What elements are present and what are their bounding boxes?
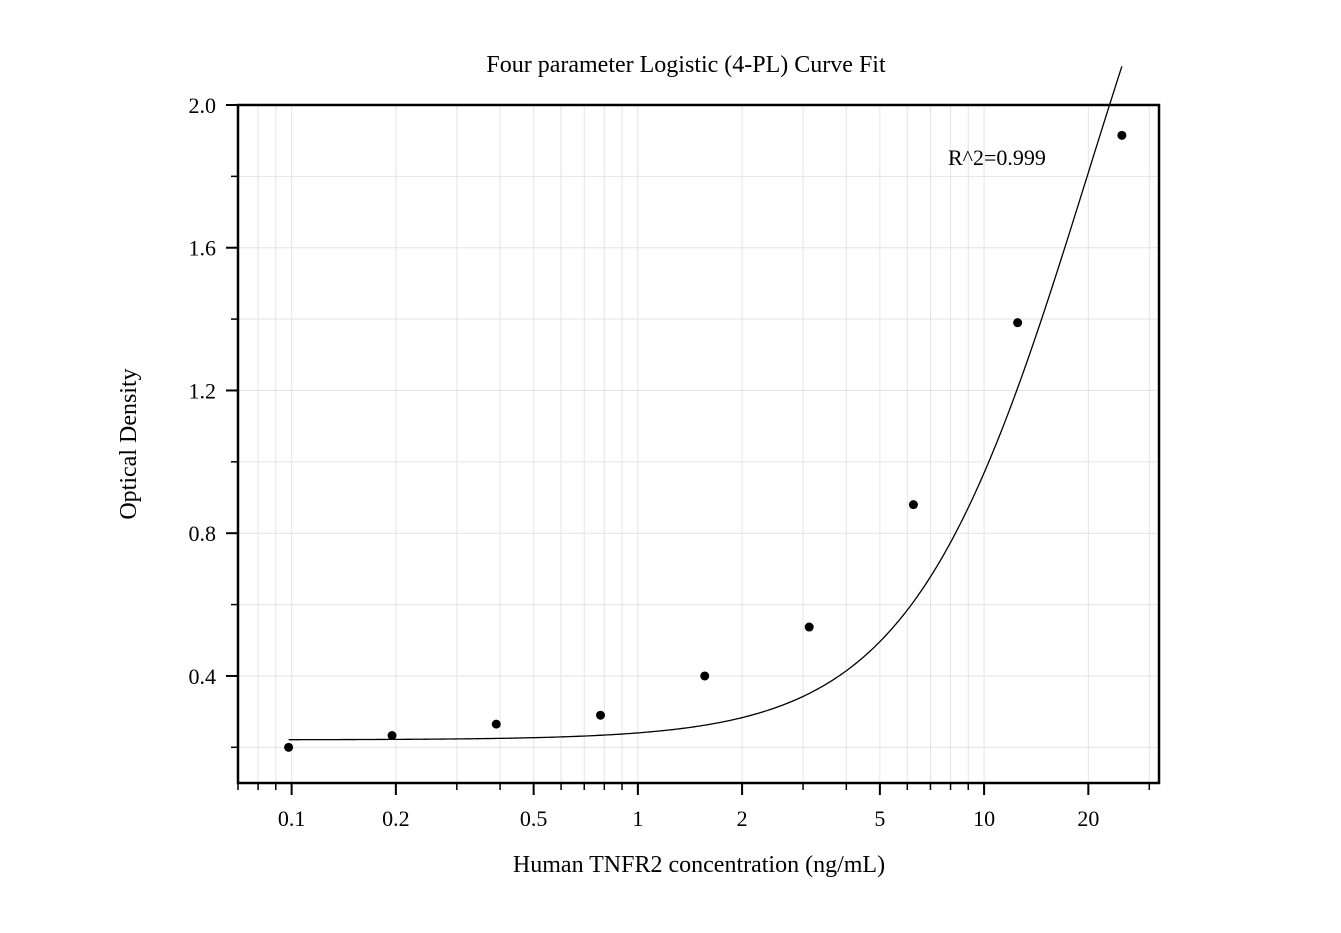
r-squared-annotation: R^2=0.999 (948, 145, 1046, 170)
data-point (1117, 130, 1127, 140)
grid (237, 104, 1159, 783)
x-tick-label: 20 (1077, 806, 1099, 831)
fit-curve-layer (288, 66, 1123, 741)
data-point (387, 731, 397, 741)
data-point (1013, 318, 1023, 328)
y-tick-label: 1.2 (189, 378, 217, 403)
fit-curve (288, 66, 1123, 741)
axis-ticks (226, 104, 1151, 795)
data-point (908, 500, 918, 510)
y-tick-label: 2.0 (189, 93, 217, 118)
x-tick-label: 5 (874, 806, 885, 831)
plot-frame (236, 103, 1161, 785)
x-tick-label: 0.5 (520, 806, 548, 831)
x-tick-label: 2 (737, 806, 748, 831)
data-point (804, 622, 814, 632)
x-tick-label: 10 (973, 806, 995, 831)
x-tick-label: 0.2 (382, 806, 410, 831)
x-tick-label: 1 (632, 806, 643, 831)
x-axis-label: Human TNFR2 concentration (ng/mL) (513, 852, 885, 878)
chart-title: Four parameter Logistic (4-PL) Curve Fit (486, 52, 886, 78)
y-tick-labels: 0.4 0.8 1.2 1.6 2.0 (189, 93, 217, 689)
y-tick-label: 1.6 (189, 236, 217, 261)
x-tick-labels: 0.1 0.2 0.5 1 2 5 10 20 (278, 806, 1099, 831)
data-point (596, 710, 606, 720)
y-tick-label: 0.4 (189, 664, 217, 689)
data-point (284, 742, 294, 752)
data-point (491, 719, 501, 729)
y-tick-label: 0.8 (189, 521, 217, 546)
data-point (700, 671, 710, 681)
x-tick-label: 0.1 (278, 806, 306, 831)
y-axis-label: Optical Density (116, 368, 142, 519)
data-points-layer (284, 130, 1127, 752)
